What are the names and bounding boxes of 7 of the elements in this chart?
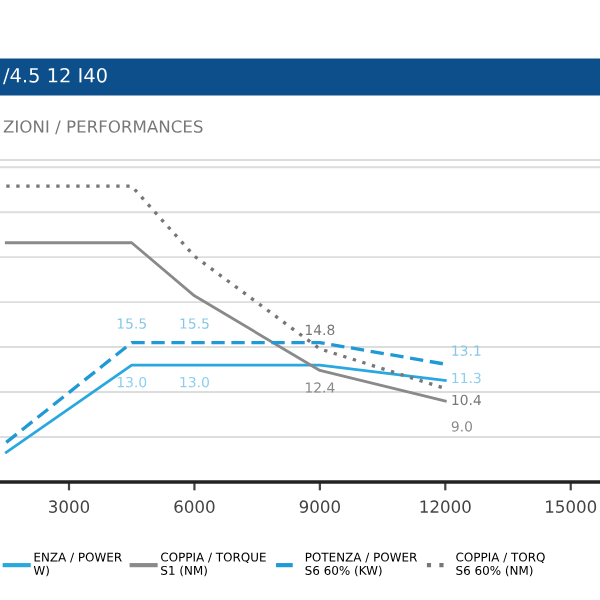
x-tick-label: 12000 xyxy=(420,500,471,513)
chart-title: /4.5 12 I40 xyxy=(3,67,107,85)
x-tick-label: 3000 xyxy=(49,500,90,513)
x-tick-label: 6000 xyxy=(174,500,215,513)
x-tick-label: 15000 xyxy=(546,500,597,513)
x-tick-label: 9000 xyxy=(299,500,340,513)
chart-subtitle: ZIONI / PERFORMANCES xyxy=(3,120,203,135)
